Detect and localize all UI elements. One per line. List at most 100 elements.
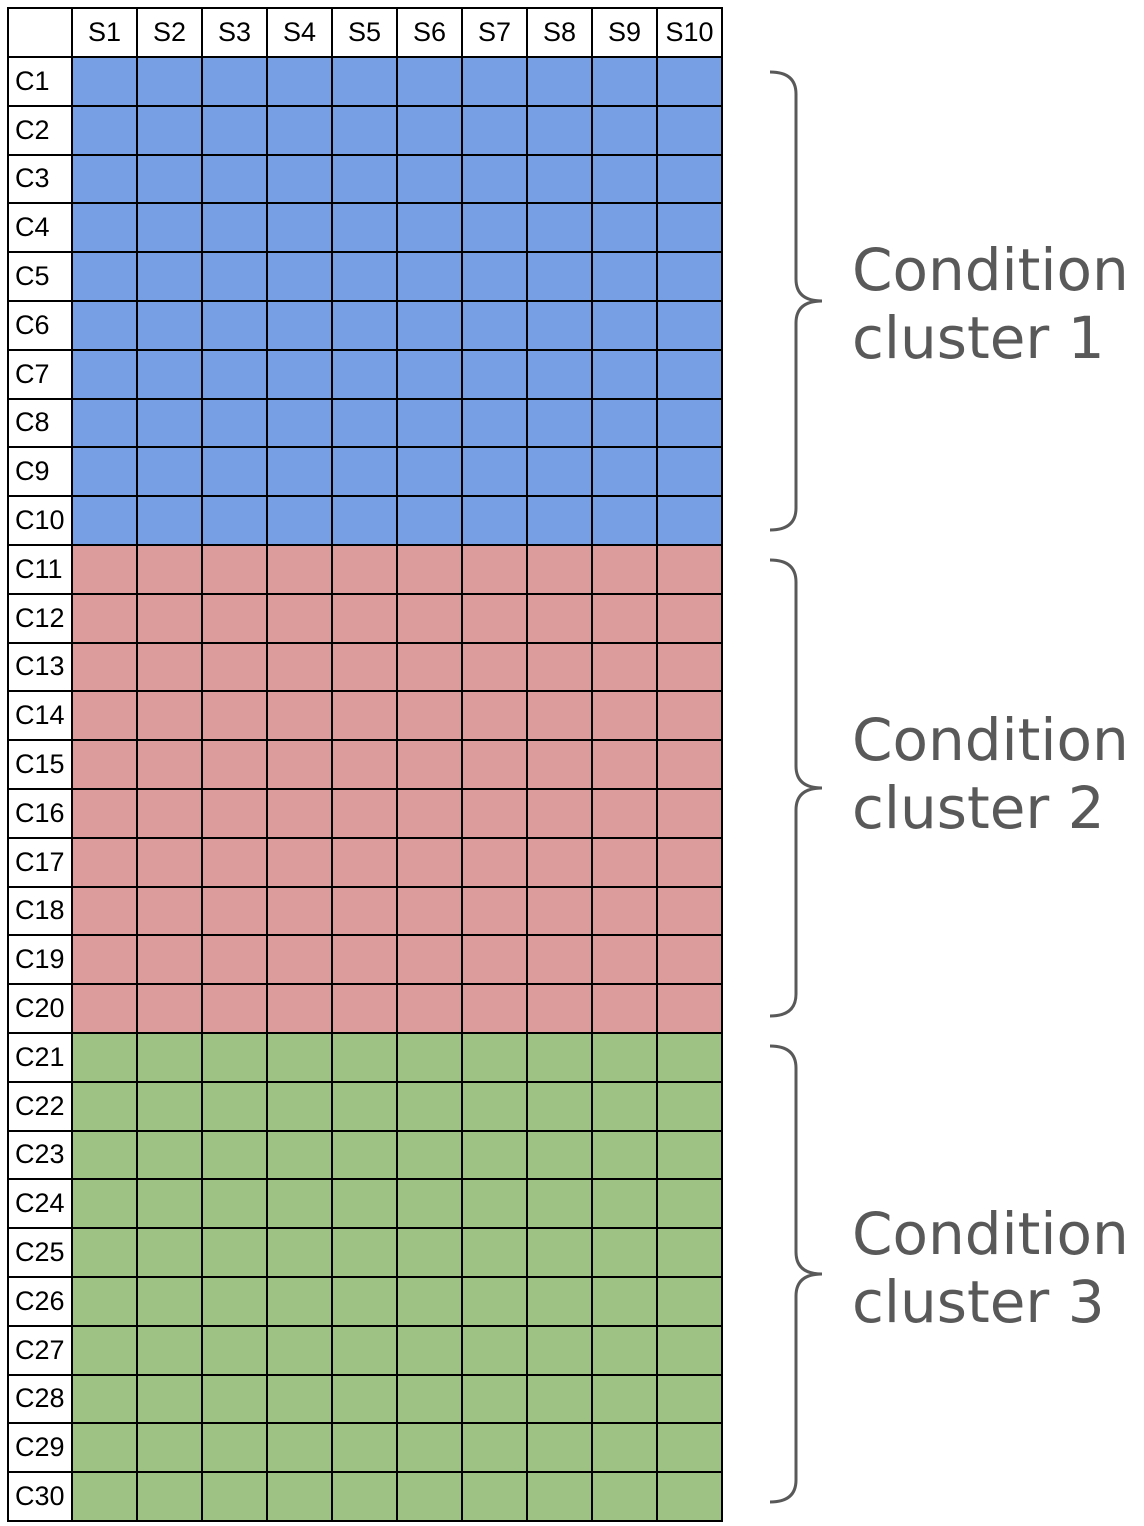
row-header: C7 bbox=[7, 348, 73, 400]
grid-cell bbox=[591, 1129, 658, 1181]
grid-cell bbox=[201, 348, 268, 400]
grid-cell bbox=[71, 1227, 138, 1278]
grid-cell bbox=[526, 1032, 593, 1083]
row-header: C16 bbox=[7, 788, 73, 839]
grid-cell bbox=[266, 446, 333, 498]
grid-cell bbox=[461, 202, 528, 254]
grid-cell bbox=[331, 690, 398, 742]
grid-cell bbox=[266, 1080, 333, 1132]
row-header: C25 bbox=[7, 1227, 73, 1278]
grid-cell bbox=[461, 1422, 528, 1474]
grid-cell bbox=[526, 934, 593, 986]
grid-cell bbox=[526, 544, 593, 595]
grid-cell bbox=[201, 1324, 268, 1376]
grid-cell bbox=[526, 788, 593, 839]
grid-cell bbox=[461, 739, 528, 790]
grid-cell bbox=[526, 1178, 593, 1230]
grid-cell bbox=[656, 1276, 723, 1327]
grid-cell bbox=[526, 836, 593, 888]
grid-cell bbox=[656, 1178, 723, 1230]
grid-cell bbox=[266, 251, 333, 302]
row-header: C26 bbox=[7, 1276, 73, 1327]
grid-cell bbox=[656, 153, 723, 205]
grid-cell bbox=[136, 153, 203, 205]
grid-cell bbox=[201, 836, 268, 888]
grid-cell bbox=[461, 1227, 528, 1278]
grid-cell bbox=[71, 56, 138, 107]
grid-cell bbox=[656, 397, 723, 449]
grid-cell bbox=[71, 934, 138, 986]
grid-cell bbox=[526, 1129, 593, 1181]
row-header: C14 bbox=[7, 690, 73, 742]
grid-cell bbox=[331, 1373, 398, 1425]
grid-cell bbox=[461, 348, 528, 400]
grid-cell bbox=[201, 1129, 268, 1181]
cluster-label-3-line1: Condition bbox=[852, 1200, 1129, 1268]
cluster-label-3: Condition cluster 3 bbox=[852, 1200, 1129, 1336]
grid-cell bbox=[656, 202, 723, 254]
grid-cell bbox=[396, 1422, 463, 1474]
grid-cell bbox=[656, 690, 723, 742]
grid-cell bbox=[201, 397, 268, 449]
grid-cell bbox=[526, 251, 593, 302]
grid-cell bbox=[136, 1276, 203, 1327]
grid-cell bbox=[331, 641, 398, 693]
grid-cell bbox=[396, 690, 463, 742]
grid-cell bbox=[71, 202, 138, 254]
grid-cell bbox=[266, 1373, 333, 1425]
grid-cell bbox=[136, 1373, 203, 1425]
grid-cell bbox=[71, 1324, 138, 1376]
cluster-label-1: Condition cluster 1 bbox=[852, 236, 1129, 372]
row-header: C19 bbox=[7, 934, 73, 986]
grid-cell bbox=[71, 495, 138, 546]
grid-cell bbox=[526, 885, 593, 937]
grid-cell bbox=[461, 1080, 528, 1132]
grid-cell bbox=[136, 397, 203, 449]
grid-cell bbox=[396, 641, 463, 693]
grid-cell bbox=[331, 983, 398, 1034]
grid-cell bbox=[396, 153, 463, 205]
grid-cell bbox=[71, 446, 138, 498]
grid-cell bbox=[266, 104, 333, 156]
grid-cell bbox=[656, 1373, 723, 1425]
grid-cell bbox=[526, 592, 593, 644]
grid-cell bbox=[266, 788, 333, 839]
grid-cell bbox=[396, 983, 463, 1034]
grid-cell bbox=[266, 56, 333, 107]
column-header: S1 bbox=[71, 7, 138, 58]
grid-cell bbox=[591, 446, 658, 498]
grid-cell bbox=[656, 1422, 723, 1474]
grid-cell bbox=[591, 495, 658, 546]
grid-cell bbox=[266, 544, 333, 595]
cluster-label-2-line1: Condition bbox=[852, 706, 1129, 774]
grid-cell bbox=[331, 300, 398, 351]
grid-cell bbox=[331, 1080, 398, 1132]
grid-cell bbox=[591, 1032, 658, 1083]
grid-cell bbox=[461, 153, 528, 205]
grid-cell bbox=[266, 885, 333, 937]
grid-cell bbox=[591, 1276, 658, 1327]
row-header: C29 bbox=[7, 1422, 73, 1474]
grid-cell bbox=[656, 1080, 723, 1132]
grid-cell bbox=[71, 1129, 138, 1181]
grid-cell bbox=[526, 1080, 593, 1132]
grid-cell bbox=[656, 544, 723, 595]
grid-cell bbox=[656, 56, 723, 107]
grid-cell bbox=[136, 983, 203, 1034]
grid-cell bbox=[201, 885, 268, 937]
column-header: S7 bbox=[461, 7, 528, 58]
grid-cell bbox=[331, 836, 398, 888]
grid-cell bbox=[526, 397, 593, 449]
grid-cell bbox=[136, 1227, 203, 1278]
grid-cell bbox=[136, 836, 203, 888]
column-header: S8 bbox=[526, 7, 593, 58]
grid-cell bbox=[136, 1129, 203, 1181]
grid-cell bbox=[656, 934, 723, 986]
grid-cell bbox=[656, 836, 723, 888]
row-header: C4 bbox=[7, 202, 73, 254]
grid-cell bbox=[396, 1227, 463, 1278]
grid-cell bbox=[136, 885, 203, 937]
grid-cell bbox=[526, 56, 593, 107]
grid-cell bbox=[526, 983, 593, 1034]
grid-cell bbox=[591, 788, 658, 839]
